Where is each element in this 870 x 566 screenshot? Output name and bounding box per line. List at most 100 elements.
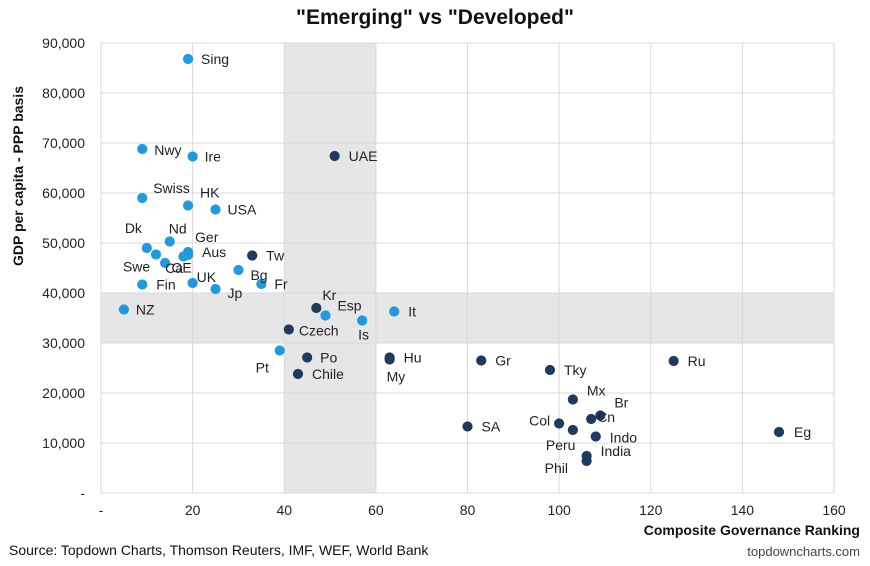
y-tick-label: 20,000 — [42, 385, 85, 401]
point-label-my: My — [387, 369, 406, 385]
point-label-swe: Swe — [123, 259, 150, 275]
data-point-it — [389, 306, 400, 317]
gridlines — [100, 42, 835, 494]
data-point-br — [595, 410, 606, 421]
point-label-pt: Pt — [256, 360, 269, 376]
data-point-swe — [150, 249, 162, 260]
y-tick-label: 40,000 — [42, 285, 85, 301]
data-point-uk — [187, 277, 198, 289]
point-label-bg: Bg — [250, 267, 267, 283]
y-tick-label: 30,000 — [42, 335, 85, 351]
point-label-jp: Jp — [228, 285, 243, 301]
point-label-sa: SA — [482, 419, 501, 435]
data-point-chile — [292, 368, 304, 380]
data-point-indo — [590, 431, 601, 442]
data-point-usa — [210, 204, 221, 215]
x-tick-label: 80 — [460, 502, 476, 518]
data-point-nwy — [137, 143, 148, 155]
point-label-usa: USA — [228, 202, 257, 218]
x-tick-label: 60 — [368, 502, 384, 518]
point-label-cn: Cn — [597, 409, 615, 425]
point-label-po: Po — [320, 350, 337, 366]
y-tick-label: 10,000 — [42, 435, 85, 451]
point-label-sing: Sing — [201, 51, 229, 67]
data-point-esp — [320, 310, 331, 321]
shaded-band-x — [284, 43, 376, 493]
data-point-ru — [668, 355, 679, 367]
x-tick-label: 100 — [547, 502, 571, 518]
data-points — [118, 53, 785, 467]
data-point-fin — [137, 279, 148, 290]
data-point-fr — [256, 278, 267, 290]
data-point-tky — [544, 364, 556, 376]
y-tick-label: 60,000 — [42, 185, 85, 201]
data-point-ca — [160, 257, 171, 269]
data-point-is — [357, 315, 368, 326]
source-note: Source: Topdown Charts, Thomson Reuters,… — [9, 542, 429, 558]
data-point-eg — [773, 426, 785, 438]
point-label-peru: Peru — [546, 437, 576, 453]
point-label-ca: Ca — [165, 260, 183, 276]
x-tick-label: 160 — [822, 502, 846, 518]
x-tick-label: 20 — [185, 502, 201, 518]
point-label-mx: Mx — [587, 383, 606, 399]
data-point-mx — [567, 394, 578, 405]
data-point-hk — [182, 200, 194, 211]
data-point-swiss — [137, 192, 148, 204]
point-label-phil: Phil — [545, 460, 568, 476]
point-label-indo: Indo — [610, 430, 637, 446]
point-label-is: Is — [358, 327, 369, 343]
point-label-nd: Nd — [169, 221, 187, 237]
point-label-uae: UAE — [349, 148, 378, 164]
point-label-eg: Eg — [794, 424, 811, 440]
data-point-uae — [329, 150, 340, 162]
data-point-nz — [118, 304, 130, 315]
data-point-sing — [182, 53, 194, 65]
data-point-kr — [311, 302, 322, 314]
x-axis-title: Composite Governance Ranking — [643, 522, 860, 538]
point-label-ger: Ger — [195, 229, 219, 245]
point-label-it: It — [408, 304, 416, 320]
point-label-india: India — [601, 443, 632, 459]
y-axis-title: GDP per capita - PPP basis — [10, 86, 26, 267]
data-point-gr — [476, 355, 487, 366]
data-point-ire — [187, 151, 198, 162]
x-tick-label: 140 — [731, 502, 755, 518]
point-label-esp: Esp — [337, 298, 361, 314]
point-label-chile: Chile — [312, 366, 344, 382]
data-point-col — [554, 418, 565, 429]
point-label-col: Col — [529, 413, 550, 429]
point-label-hk: HK — [200, 185, 220, 201]
data-point-phil — [581, 455, 592, 467]
data-point-oe — [178, 251, 189, 262]
y-tick-label: 70,000 — [42, 135, 85, 151]
x-tick-label: 120 — [639, 502, 663, 518]
point-label-fr: Fr — [274, 276, 288, 292]
y-tick-label: 80,000 — [42, 85, 85, 101]
y-tick-label: 50,000 — [42, 235, 85, 251]
point-label-nz: NZ — [136, 302, 155, 318]
data-point-jp — [210, 283, 221, 295]
data-point-tw — [247, 250, 258, 261]
chart-title: "Emerging" vs "Developed" — [296, 6, 574, 29]
point-label-ru: Ru — [688, 353, 706, 369]
point-label-kr: Kr — [322, 287, 336, 303]
point-label-czech: Czech — [299, 323, 339, 339]
data-point-nd — [164, 236, 175, 247]
data-point-sa — [462, 421, 473, 432]
data-point-cn — [586, 413, 597, 425]
point-label-oe: OE — [171, 260, 191, 276]
point-label-br: Br — [614, 395, 628, 411]
point-label-dk: Dk — [125, 220, 143, 236]
x-tick-label: 40 — [276, 502, 292, 518]
data-point-czech — [283, 324, 294, 335]
point-label-aus: Aus — [202, 244, 226, 260]
brand-watermark: topdowncharts.com — [747, 544, 860, 559]
point-label-gr: Gr — [495, 353, 511, 369]
data-point-peru — [567, 424, 578, 436]
point-label-tw: Tw — [266, 248, 285, 264]
point-label-swiss: Swiss — [153, 180, 190, 196]
point-label-hu: Hu — [404, 350, 422, 366]
